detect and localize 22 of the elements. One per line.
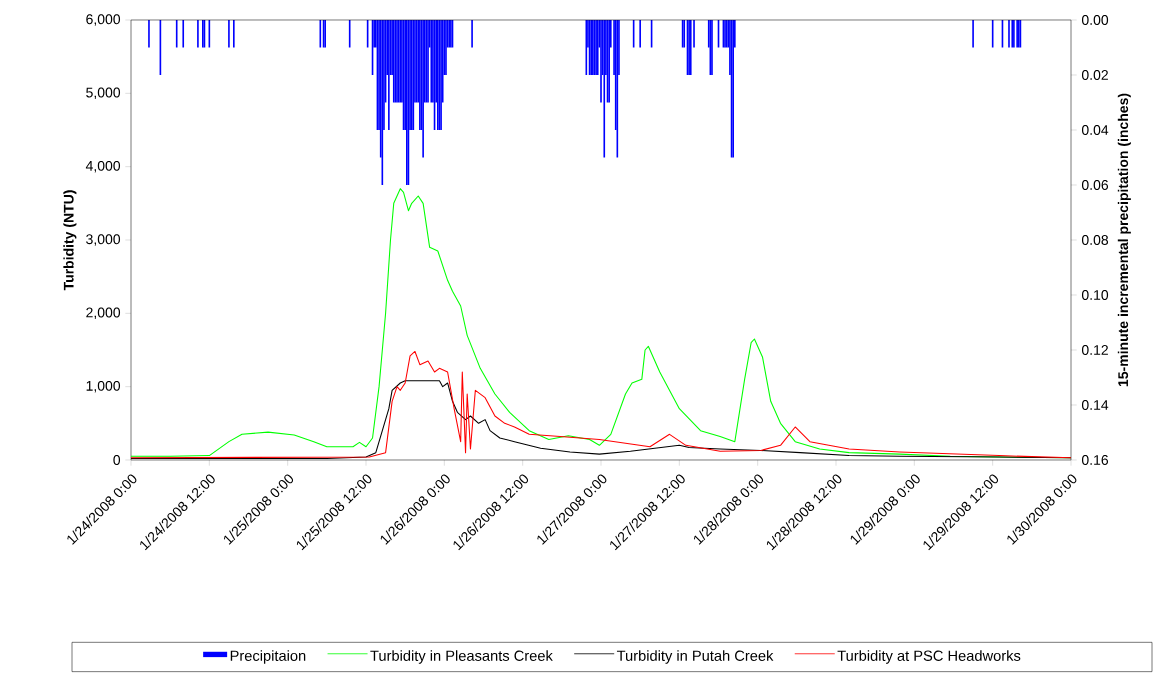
legend-label: Precipitaion bbox=[230, 650, 306, 664]
y-tick-label: 6,000 bbox=[86, 14, 121, 26]
y2-tick-label: 0.02 bbox=[1081, 70, 1108, 80]
y-tick-label: 3,000 bbox=[86, 234, 121, 246]
y2-tick-label: 0.16 bbox=[1081, 455, 1109, 465]
y-tick-label: 4,000 bbox=[85, 160, 121, 173]
y2-tick-label: 0.06 bbox=[1081, 180, 1109, 190]
legend-label: Turbidity at PSC Headworks bbox=[837, 650, 1021, 664]
y-tick-label: 0 bbox=[113, 455, 121, 465]
y2-tick-label: 0.00 bbox=[1081, 15, 1109, 25]
y2-tick-label: 0.08 bbox=[1081, 235, 1109, 245]
y2-tick-label: 0.04 bbox=[1081, 125, 1109, 135]
y-tick-label: 5,000 bbox=[86, 87, 121, 100]
y2-tick-label: 0.12 bbox=[1081, 345, 1108, 355]
y-axis-title: Turbidity (NTU) bbox=[63, 190, 77, 291]
legend-label: Turbidity in Putah Creek bbox=[616, 650, 774, 664]
y2-axis-title: 15-minute incremental precipitation (inches) bbox=[1117, 93, 1131, 387]
legend-label: Turbidity in Pleasants Creek bbox=[370, 650, 553, 664]
y-tick-label: 2,000 bbox=[86, 307, 121, 320]
y-tick-label: 1,000 bbox=[86, 380, 121, 393]
y2-tick-label: 0.14 bbox=[1081, 400, 1109, 410]
y2-tick-label: 0.10 bbox=[1081, 290, 1109, 300]
